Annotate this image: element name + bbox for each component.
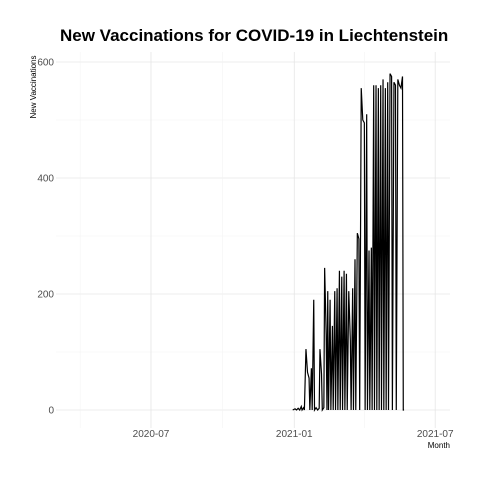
y-tick-label: 200	[37, 290, 54, 301]
y-axis-label: New Vaccinations	[29, 56, 38, 119]
y-tick-label: 0	[48, 406, 54, 417]
series-line	[292, 73, 405, 412]
grid	[56, 52, 450, 428]
x-tick-label: 2021-01	[276, 429, 313, 440]
x-axis-label: Month	[428, 441, 450, 450]
y-axis: 0 200 400 600	[37, 58, 54, 417]
y-tick-label: 600	[37, 58, 54, 69]
x-tick-label: 2021-07	[417, 429, 454, 440]
chart-title: New Vaccinations for COVID-19 in Liechte…	[60, 26, 449, 45]
x-axis: 2020-07 2021-01 2021-07	[133, 429, 454, 440]
y-tick-label: 400	[37, 174, 54, 185]
x-tick-label: 2020-07	[133, 429, 170, 440]
